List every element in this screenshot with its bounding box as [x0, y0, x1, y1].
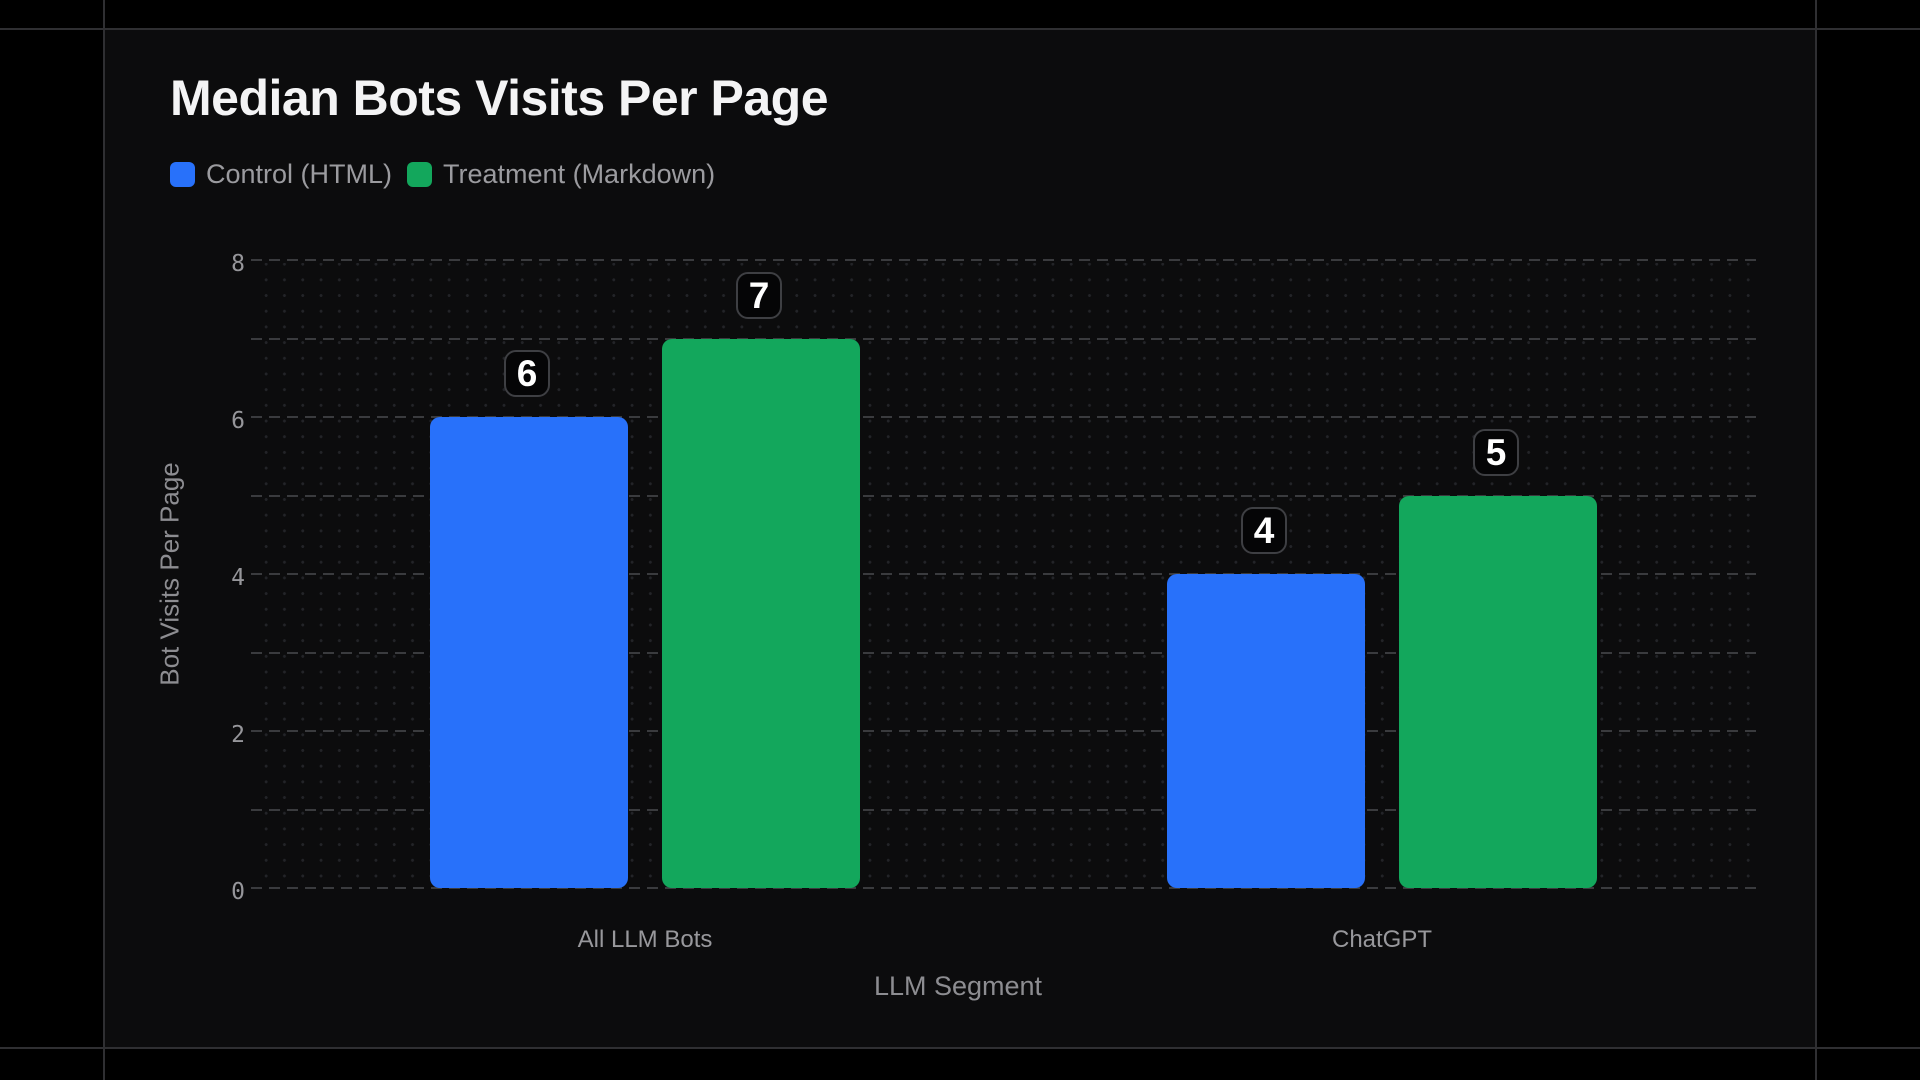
gridline: [251, 651, 1763, 654]
bar-value-badge: 4: [1241, 507, 1287, 554]
legend-label: Control (HTML): [206, 159, 393, 189]
bar-value-badge: 7: [736, 271, 782, 319]
gridline: [251, 573, 1763, 575]
bar-control-html-all-llm-bots[interactable]: [430, 417, 628, 888]
gridline: [251, 416, 1763, 418]
gridline: [251, 730, 1763, 732]
bar-value-badge: 5: [1473, 428, 1519, 476]
frame-border-left: [103, 0, 105, 1080]
y-tick-label: 8: [231, 251, 245, 277]
x-tick-label-chatgpt: ChatGPT: [1331, 926, 1433, 953]
frame-border-top: [0, 28, 1920, 30]
gridline: [251, 337, 1763, 340]
bar-treatment-markdown-chatgpt[interactable]: [1399, 495, 1597, 888]
gridline: [251, 494, 1763, 497]
gridline: [251, 887, 1763, 889]
legend-item-treatment-markdown: Treatment (Markdown): [407, 161, 715, 188]
x-tick-label-all-llm-bots: All LLM Bots: [577, 926, 713, 953]
frame-border-right: [1815, 0, 1817, 1080]
y-tick-label: 4: [231, 565, 245, 591]
legend-label: Treatment (Markdown): [443, 159, 716, 189]
legend-swatch-icon: [170, 162, 195, 187]
bar-control-html-chatgpt[interactable]: [1167, 574, 1365, 888]
gridline: [251, 808, 1763, 811]
bar-value-badge: 6: [504, 350, 550, 397]
bar-treatment-markdown-all-llm-bots[interactable]: [662, 338, 860, 888]
gridline: [251, 259, 1763, 261]
chart-legend: Control (HTML) Treatment (Markdown): [170, 161, 715, 188]
frame-border-bottom: [0, 1047, 1920, 1049]
legend-swatch-icon: [407, 162, 433, 187]
y-tick-label: 0: [231, 879, 245, 905]
y-tick-label: 6: [231, 408, 245, 434]
legend-item-control-html: Control (HTML): [170, 161, 392, 188]
y-tick-label: 2: [231, 722, 245, 748]
chart-title: Median Bots Visits Per Page: [170, 70, 829, 126]
x-axis-title: LLM Segment: [873, 971, 1043, 1001]
y-axis-title: Bot Visits Per Page: [154, 462, 185, 686]
